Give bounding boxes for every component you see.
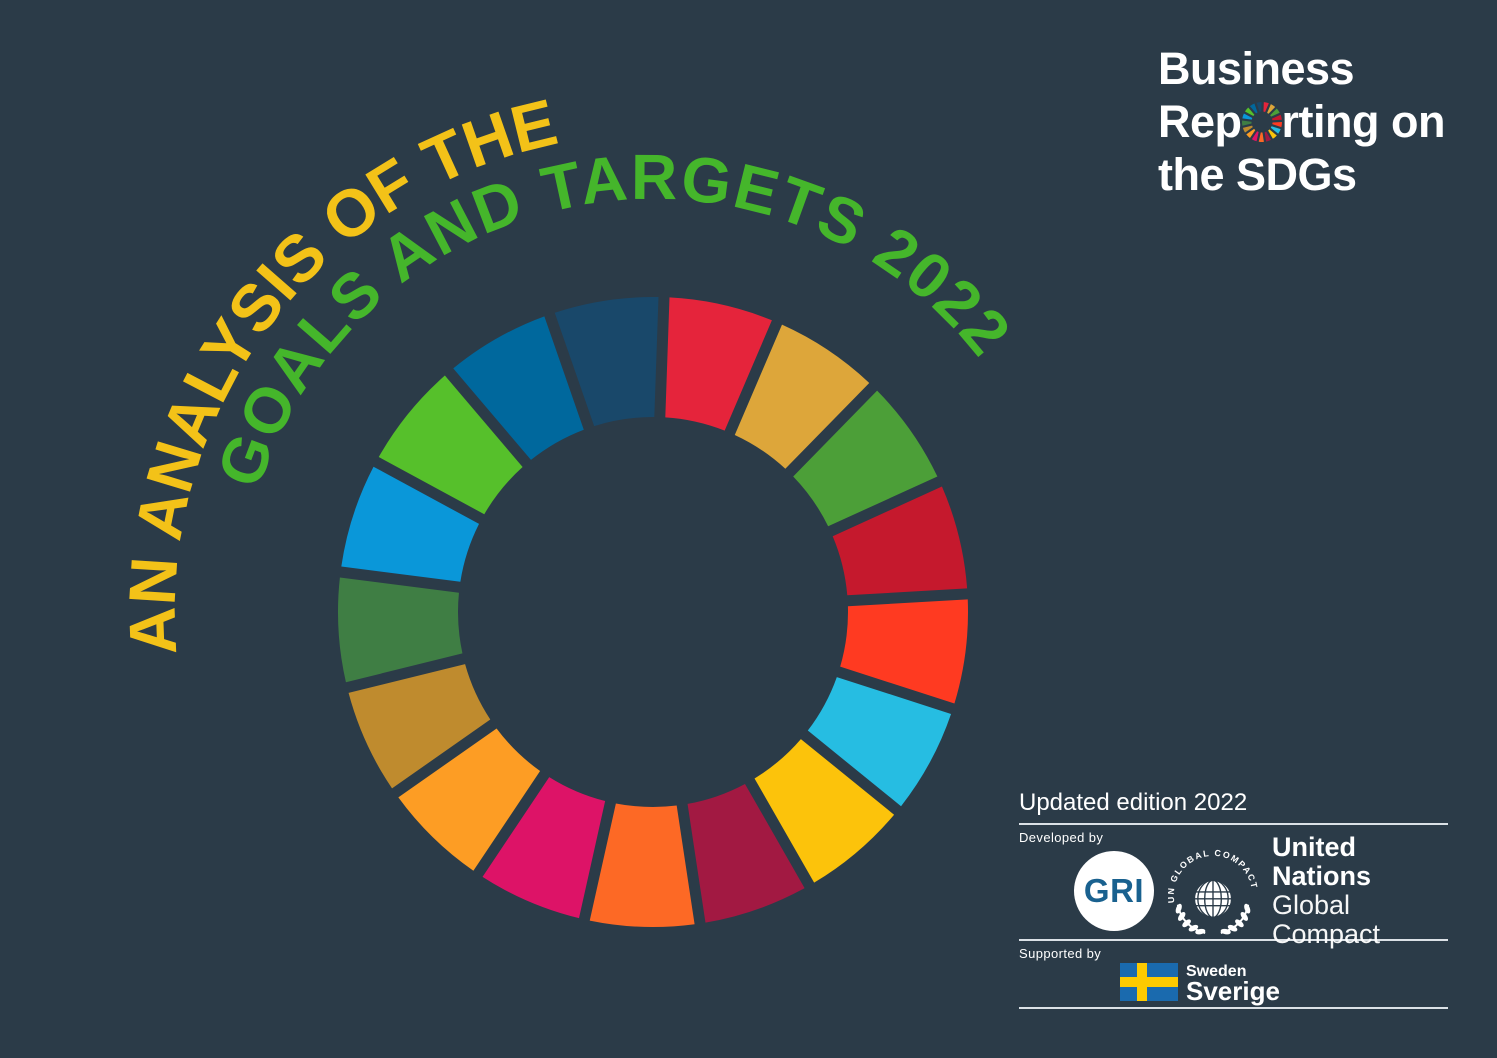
sdg-wheel-segment-2 bbox=[734, 324, 870, 469]
sdg-wheel-segment-5 bbox=[1271, 121, 1282, 127]
sdg-wheel-segment-7 bbox=[754, 739, 895, 883]
sdg-wheel-segment-3 bbox=[793, 390, 938, 527]
sweden-wordmark-line-2: Sverige bbox=[1186, 975, 1280, 1006]
sdg-wheel-segment-14 bbox=[1241, 112, 1252, 120]
sdg-wheel-segment-4 bbox=[1271, 114, 1282, 120]
credits-block: Updated edition 2022 Developed by GRI UN… bbox=[1019, 789, 1448, 1009]
sdg-wheel-segment-12 bbox=[348, 664, 491, 789]
sdg-wheel-segment-16 bbox=[453, 316, 584, 460]
sdg-wheel-segment-1 bbox=[1262, 101, 1269, 112]
sdg-wheel-segment-17 bbox=[1255, 101, 1262, 112]
brand-logo-text-sdgs: the SDGs bbox=[1158, 149, 1357, 200]
sdg-wheel-segment-11 bbox=[1245, 128, 1255, 138]
ungc-wordmark-line-1: United Nations bbox=[1272, 832, 1372, 891]
developed-by-label: Developed by bbox=[1019, 830, 1104, 845]
mini-sdg-wheel-icon bbox=[1241, 101, 1282, 142]
sdg-wheel-segment-16 bbox=[1249, 103, 1258, 113]
sdg-wheel-segment-9 bbox=[589, 803, 695, 927]
sdg-wheel-segment-8 bbox=[1264, 131, 1271, 142]
sdg-wheel-segment-14 bbox=[341, 466, 480, 582]
sdg-wheel-segment-8 bbox=[687, 783, 805, 923]
sdg-wheel-segment-5 bbox=[840, 599, 969, 704]
sdg-wheel-icon bbox=[338, 297, 969, 927]
sweden-flag-icon bbox=[1120, 963, 1178, 1001]
gri-logo-text: GRI bbox=[1083, 872, 1145, 909]
brand-logo-text-rep: Rep bbox=[1158, 96, 1242, 147]
sdg-wheel-segment-10 bbox=[1251, 130, 1259, 141]
sdg-wheel-segment-15 bbox=[1244, 106, 1254, 116]
sdg-wheel-segment-1 bbox=[665, 297, 772, 431]
gri-logo: GRI bbox=[1074, 851, 1154, 931]
sdg-wheel-segment-10 bbox=[482, 777, 606, 919]
ungc-wordmark-line-2: Global Compact bbox=[1272, 890, 1381, 949]
ungc-wordmark: United Nations Global Compact bbox=[1272, 833, 1448, 949]
sweden-wordmark: Sweden Sverige bbox=[1186, 962, 1280, 1006]
brand-logo-line-3: the SDGs bbox=[1158, 148, 1445, 201]
sdg-wheel-segment-15 bbox=[378, 375, 523, 515]
divider-line bbox=[1019, 1007, 1448, 1009]
sdg-wheel-segment-11 bbox=[398, 728, 541, 871]
brand-logo-text-business: Business bbox=[1158, 43, 1355, 94]
sdg-wheel-segment-13 bbox=[338, 577, 463, 683]
divider-line bbox=[1019, 823, 1448, 825]
flag-cross-horizontal bbox=[1120, 977, 1178, 987]
brand-logo-text-rting-on: rting on bbox=[1281, 96, 1446, 147]
sdg-wheel-segment-3 bbox=[1269, 107, 1280, 117]
sdg-wheel-segment-9 bbox=[1258, 131, 1264, 142]
un-globe-icon bbox=[1193, 879, 1233, 919]
sdg-wheel-segment-7 bbox=[1267, 128, 1277, 139]
developers-row: GRI UN GLOBAL COMPACT bbox=[1074, 833, 1448, 949]
sdg-wheel-segment-2 bbox=[1266, 103, 1275, 114]
supported-by-label: Supported by bbox=[1019, 946, 1102, 961]
sdg-wheel-segment-6 bbox=[1270, 125, 1281, 134]
sdg-wheel-segment-13 bbox=[1241, 120, 1252, 126]
brand-logo-line-1: Business bbox=[1158, 42, 1445, 95]
laurel-wreath-icon bbox=[1175, 903, 1251, 935]
sweden-wordmark-line-1: Sweden bbox=[1186, 962, 1247, 980]
un-global-compact-emblem-icon: UN GLOBAL COMPACT bbox=[1168, 848, 1258, 935]
updated-edition-label: Updated edition 2022 bbox=[1019, 789, 1248, 816]
sdg-wheel-segment-12 bbox=[1242, 125, 1253, 133]
divider-line bbox=[1019, 939, 1448, 941]
sweden-row: Sweden Sverige bbox=[1120, 962, 1448, 1006]
sdg-wheel-segment-17 bbox=[554, 297, 659, 427]
brand-logo: Business Rep rting on the SDGs bbox=[1158, 42, 1445, 201]
sdg-wheel-segment-4 bbox=[832, 486, 968, 596]
brand-logo-line-2: Rep rting on bbox=[1158, 95, 1445, 148]
sdg-wheel-segment-6 bbox=[807, 677, 952, 807]
